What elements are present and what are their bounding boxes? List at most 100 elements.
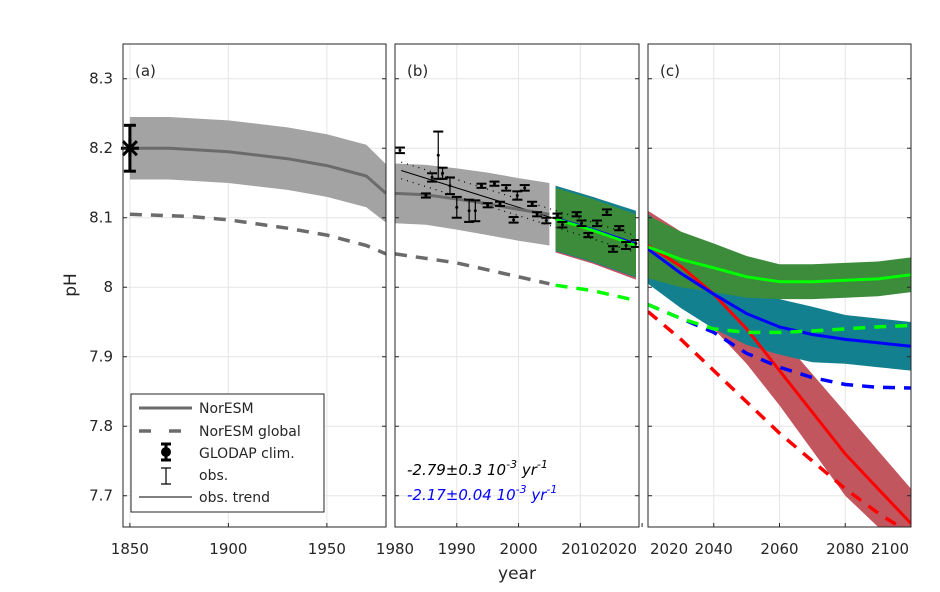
glodap-star-marker bbox=[120, 139, 139, 158]
x-tick-label: 1900 bbox=[209, 540, 247, 558]
annotation-sup1: -3 bbox=[516, 483, 527, 496]
plot-area bbox=[648, 210, 911, 527]
y-axis-label: pH bbox=[61, 273, 81, 297]
panel-frame bbox=[394, 43, 640, 528]
green-global-line bbox=[648, 302, 911, 335]
obs-marker bbox=[523, 186, 527, 190]
annotation-sup2: -1 bbox=[546, 483, 557, 496]
annotation-sup2: -1 bbox=[537, 458, 548, 471]
x-tick-label: 2060 bbox=[760, 540, 798, 558]
y-tick-label: 8.2 bbox=[89, 139, 113, 157]
blue-line bbox=[648, 247, 911, 348]
obs-marker bbox=[479, 184, 483, 188]
y-tick-label: 7.7 bbox=[89, 487, 113, 505]
noresm-band bbox=[395, 163, 550, 246]
obs-marker bbox=[617, 226, 621, 230]
y-tick-label: 8 bbox=[103, 278, 113, 296]
obs-marker bbox=[473, 209, 477, 213]
obs-point bbox=[427, 172, 438, 183]
obs-marker bbox=[486, 203, 490, 207]
obs-point bbox=[444, 176, 455, 196]
obs-marker bbox=[424, 194, 428, 198]
obs-point bbox=[489, 180, 500, 187]
trend-annotation: -2.79±0.3 10-3 yr-1 bbox=[407, 458, 548, 479]
noresm-line bbox=[129, 146, 386, 195]
obs-marker bbox=[492, 182, 496, 186]
legend-label: obs. trend bbox=[199, 490, 270, 506]
obs-marker bbox=[595, 221, 599, 225]
x-axis-label: year bbox=[498, 564, 536, 584]
obs-marker bbox=[560, 223, 564, 227]
obs-point bbox=[470, 199, 481, 223]
obs-point bbox=[614, 225, 625, 232]
x-tick-label: 1990 bbox=[438, 540, 476, 558]
red-line bbox=[648, 244, 911, 525]
x-tick-label: 2010 bbox=[561, 540, 599, 558]
obs-point bbox=[482, 202, 493, 209]
obs-point bbox=[557, 220, 568, 229]
obs-marker bbox=[430, 175, 434, 179]
green-band bbox=[648, 215, 911, 300]
y-tick-label: 8.3 bbox=[89, 70, 113, 88]
noresm-global-line bbox=[129, 212, 386, 256]
y-tick-label: 8.1 bbox=[89, 209, 113, 227]
obs-point bbox=[495, 200, 506, 207]
x-tick-label: 1950 bbox=[308, 540, 346, 558]
blue-band bbox=[648, 214, 911, 371]
obs-point bbox=[519, 184, 530, 192]
panel-b: 1980 1990 2000 2010 2020(b)-2.79±0.3 10-3 yr… bbox=[376, 43, 643, 558]
obs-point bbox=[527, 200, 538, 207]
obs-trend-ci bbox=[401, 178, 637, 254]
obs-point bbox=[532, 211, 543, 218]
green-line bbox=[648, 245, 911, 284]
x-tick-label: 2020 bbox=[650, 540, 688, 558]
obs-point bbox=[591, 219, 602, 228]
y-tick-label: 7.8 bbox=[89, 417, 113, 435]
annotation-text: -2.17±0.04 10 bbox=[407, 486, 516, 504]
obs-marker bbox=[467, 209, 471, 213]
obs-marker bbox=[448, 184, 452, 188]
glodap-clim-point bbox=[120, 123, 139, 173]
annotation-mid: yr bbox=[517, 461, 538, 479]
x-tick-label: 2040 bbox=[695, 540, 733, 558]
obs-point bbox=[576, 219, 587, 228]
obs-point bbox=[552, 212, 563, 219]
obs-marker bbox=[544, 219, 548, 223]
obs-marker bbox=[555, 214, 559, 218]
obs-point bbox=[630, 238, 639, 248]
obs-marker bbox=[436, 153, 440, 157]
legend-label: GLODAP clim. bbox=[199, 446, 295, 462]
obs-marker bbox=[535, 212, 539, 216]
legend-label: NorESM bbox=[199, 401, 254, 417]
obs-point bbox=[420, 192, 431, 199]
panel-frame bbox=[122, 43, 387, 528]
obs-marker bbox=[441, 171, 445, 175]
obs-marker bbox=[575, 212, 579, 216]
obs-marker bbox=[611, 247, 615, 251]
obs-point bbox=[541, 216, 552, 225]
plot-area bbox=[395, 130, 639, 303]
scenario-green-hist-line bbox=[555, 217, 637, 247]
obs-point bbox=[608, 245, 619, 253]
annotation-mid: yr bbox=[527, 486, 548, 504]
annotation-text: -2.79±0.3 10 bbox=[407, 461, 506, 479]
x-tick-label: 2020 bbox=[599, 540, 637, 558]
panel-label: (b) bbox=[407, 62, 428, 80]
panel-c: 2020 2040 2060 2080 2100 (c) bbox=[647, 43, 912, 558]
obs-marker bbox=[605, 210, 609, 214]
scenario-global-hist-line bbox=[555, 283, 637, 303]
noresm-line bbox=[395, 191, 550, 216]
obs-point bbox=[601, 208, 612, 216]
obs-marker bbox=[624, 244, 628, 248]
obs-marker bbox=[455, 205, 459, 209]
plot-area bbox=[129, 117, 386, 256]
obs-marker bbox=[515, 194, 519, 198]
obs-marker bbox=[530, 202, 534, 206]
obs-point bbox=[583, 232, 594, 239]
obs-point bbox=[501, 184, 512, 192]
obs-point bbox=[508, 216, 519, 224]
obs-marker bbox=[512, 218, 516, 222]
obs-point bbox=[395, 146, 405, 155]
obs-point bbox=[571, 211, 582, 218]
